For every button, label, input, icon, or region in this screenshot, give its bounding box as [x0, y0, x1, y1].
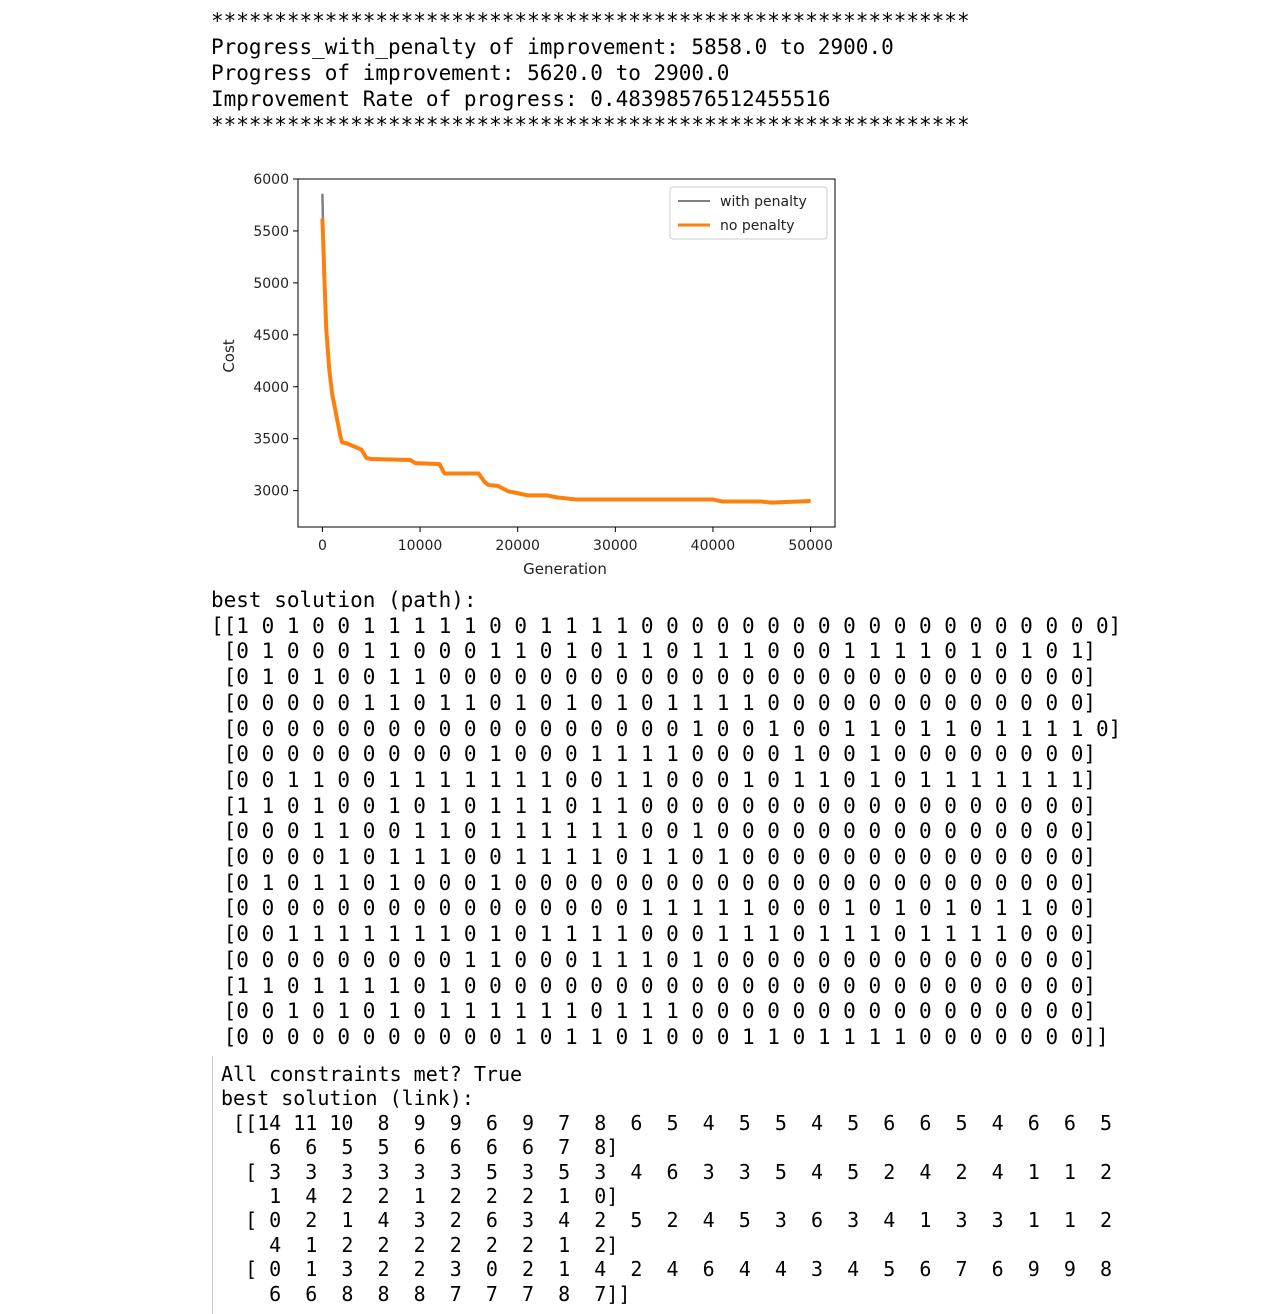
- progress-with-penalty-line: Progress_with_penalty of improvement: 58…: [211, 35, 894, 59]
- path-matrix-row: [0 0 0 1 1 0 0 1 1 0 1 1 1 1 1 1 0 0 1 0…: [211, 819, 1097, 844]
- path-matrix-row: [0 0 0 0 0 1 1 0 1 1 0 1 0 1 0 1 0 1 1 1…: [211, 690, 1097, 715]
- series-lines: [320, 193, 811, 505]
- path-matrix-row: [0 0 0 0 0 0 0 0 0 0 0 0 0 0 0 0 0 0 1 0…: [211, 716, 1122, 741]
- path-matrix-row: [0 1 0 1 1 0 1 0 0 0 1 0 0 0 0 0 0 0 0 0…: [211, 870, 1097, 895]
- x-tick-label: 40000: [691, 538, 736, 554]
- output-cell: All constraints met? True best solution …: [212, 1056, 1113, 1314]
- path-matrix-row: [0 0 0 0 0 0 0 0 0 0 1 0 0 0 1 1 1 1 0 0…: [211, 742, 1097, 767]
- axes-group: [297, 178, 836, 528]
- path-solution-label: best solution (path):: [211, 588, 477, 612]
- series-line-with-penalty: [321, 193, 811, 504]
- path-matrix-row: [0 0 1 0 1 0 1 0 1 1 1 1 1 1 0 1 1 1 0 0…: [211, 999, 1097, 1024]
- improvement-rate-line: Improvement Rate of progress: 0.48398576…: [211, 87, 831, 111]
- x-tick-label: 10000: [398, 538, 443, 554]
- link-solution-label: best solution (link):: [221, 1086, 474, 1111]
- y-tick-label: 5000: [253, 276, 289, 292]
- legend: with penalty no penalty: [669, 186, 828, 240]
- path-matrix-row: [0 0 0 0 0 0 0 0 0 0 0 0 0 0 0 0 1 1 1 1…: [211, 896, 1097, 921]
- path-matrix-row: [[1 0 1 0 0 1 1 1 1 1 0 0 1 1 1 1 0 0 0 …: [211, 613, 1122, 638]
- y-tick-label: 3500: [253, 432, 289, 448]
- path-solution-block: best solution (path): [[1 0 1 0 0 1 1 1 …: [211, 588, 1121, 1051]
- ticks-group: 0 10000 20000 30000 40000 50000 3000 3500 4000 45…: [253, 172, 833, 554]
- link-matrix-row: 1 4 2 2 1 2 2 2 1 0]: [221, 1184, 619, 1209]
- legend-label: no penalty: [720, 218, 795, 234]
- y-tick-label: 4500: [253, 328, 289, 344]
- cost-chart: 0 10000 20000 30000 40000 50000 3000 3500 4000 45…: [210, 160, 850, 585]
- x-tick-label: 30000: [593, 538, 638, 554]
- plot-frame: [297, 178, 836, 528]
- progress-line: Progress of improvement: 5620.0 to 2900.…: [211, 61, 730, 85]
- link-matrix-row: [ 0 2 1 4 3 2 6 3 4 2 5 2 4 5 3 6 3 4 1 …: [221, 1208, 1113, 1233]
- path-matrix-row: [0 1 0 1 0 0 1 1 0 0 0 0 0 0 0 0 0 0 0 0…: [211, 665, 1097, 690]
- path-matrix-row: [0 0 0 0 0 0 0 0 0 1 1 0 0 0 1 1 1 0 1 0…: [211, 947, 1097, 972]
- stars-separator-bottom: ****************************************…: [211, 113, 970, 137]
- legend-label: with penalty: [720, 194, 807, 210]
- x-tick-label: 0: [318, 538, 327, 554]
- y-tick-label: 5500: [253, 224, 289, 240]
- x-tick-label: 50000: [788, 538, 833, 554]
- constraints-status: All constraints met? True: [221, 1062, 523, 1086]
- path-matrix-row: [1 1 0 1 1 1 1 0 1 0 0 0 0 0 0 0 0 0 0 0…: [211, 973, 1097, 998]
- path-matrix-row: [0 0 0 0 0 0 0 0 0 0 0 1 0 1 1 0 1 0 0 0…: [211, 1024, 1109, 1049]
- y-tick-label: 3000: [253, 484, 289, 500]
- y-tick-label: 6000: [253, 172, 289, 188]
- stars-separator-top: ****************************************…: [211, 9, 970, 33]
- link-matrix-row: 4 1 2 2 2 2 2 2 1 2]: [221, 1232, 619, 1257]
- y-tick-label: 4000: [253, 380, 289, 396]
- link-solution-block: All constraints met? True best solution …: [221, 1062, 1112, 1306]
- y-axis-label: Cost: [220, 339, 238, 372]
- link-matrix-row: [ 0 1 3 2 2 3 0 2 1 4 2 4 6 4 4 3 4 5 6 …: [221, 1257, 1113, 1282]
- path-matrix-row: [0 0 1 1 1 1 1 1 1 0 1 0 1 1 1 1 0 0 0 1…: [211, 922, 1097, 947]
- path-matrix-row: [0 0 0 0 1 0 1 1 1 0 0 1 1 1 1 0 1 1 0 1…: [211, 845, 1097, 870]
- series-line-no-penalty: [320, 218, 811, 505]
- path-matrix-row: [0 1 0 0 0 1 1 0 0 0 1 1 0 1 0 1 1 0 1 1…: [211, 639, 1097, 664]
- path-matrix-row: [1 1 0 1 0 0 1 0 1 0 1 1 1 0 1 1 0 0 0 0…: [211, 793, 1097, 818]
- x-axis-label: Generation: [523, 560, 607, 578]
- output-header: ****************************************…: [211, 8, 970, 138]
- cost-chart-svg: 0 10000 20000 30000 40000 50000 3000 3500 4000 45…: [220, 172, 836, 578]
- link-matrix-row: 6 6 8 8 8 7 7 7 8 7]]: [221, 1281, 631, 1306]
- link-matrix-row: [ 3 3 3 3 3 3 5 3 5 3 4 6 3 3 5 4 5 2 4 …: [221, 1159, 1113, 1184]
- path-matrix-row: [0 0 1 1 0 0 1 1 1 1 1 1 1 0 0 1 1 0 0 0…: [211, 767, 1097, 792]
- link-matrix-row: 6 6 5 5 6 6 6 6 7 8]: [221, 1135, 619, 1160]
- link-matrix: [[14 11 10 8 9 9 6 9 7 8 6 5 4 5 5 4 5 6…: [221, 1111, 1112, 1306]
- x-tick-label: 20000: [495, 538, 540, 554]
- path-matrix: [[1 0 1 0 0 1 1 1 1 1 0 0 1 1 1 1 0 0 0 …: [211, 614, 1121, 1051]
- link-matrix-row: [[14 11 10 8 9 9 6 9 7 8 6 5 4 5 5 4 5 6…: [221, 1110, 1113, 1135]
